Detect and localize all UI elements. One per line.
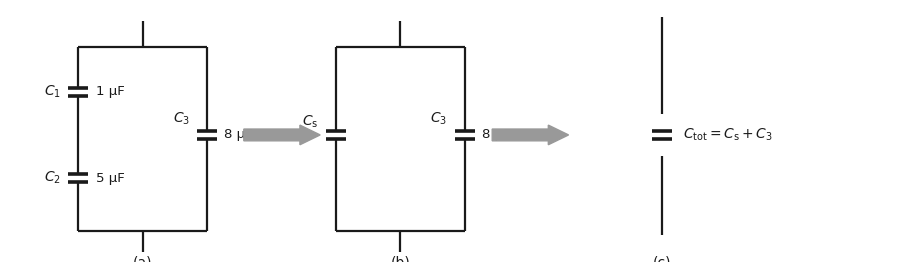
Text: $C_3$: $C_3$ [173, 111, 189, 127]
Text: $C_3$: $C_3$ [430, 111, 447, 127]
Text: 5 μF: 5 μF [96, 172, 124, 185]
Text: (c): (c) [652, 255, 671, 262]
Text: 8 μF: 8 μF [224, 128, 253, 141]
Text: $C_\mathrm{s}$: $C_\mathrm{s}$ [301, 114, 318, 130]
Text: 1 μF: 1 μF [96, 85, 124, 98]
Text: 8 μF: 8 μF [482, 128, 510, 141]
Text: $C_\mathrm{tot} = C_\mathrm{s} + C_3$: $C_\mathrm{tot} = C_\mathrm{s} + C_3$ [683, 127, 773, 143]
Text: (a): (a) [132, 255, 153, 262]
Text: $C_2$: $C_2$ [44, 170, 61, 186]
Text: (b): (b) [390, 255, 410, 262]
Text: $C_1$: $C_1$ [44, 84, 61, 100]
FancyArrow shape [492, 125, 568, 145]
FancyArrow shape [244, 125, 320, 145]
